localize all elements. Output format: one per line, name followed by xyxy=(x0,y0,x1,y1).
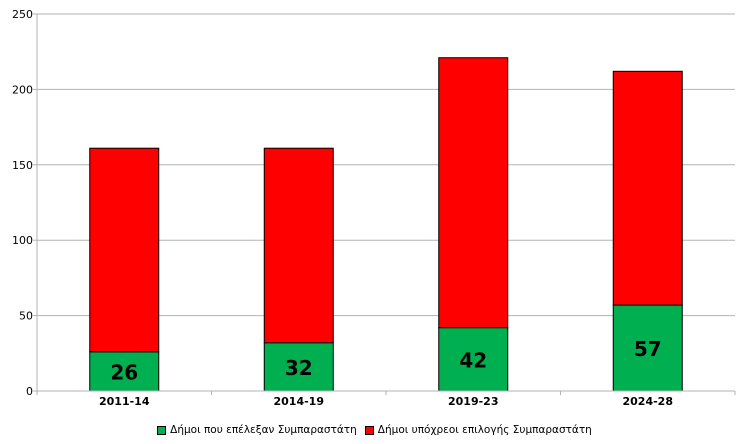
bars: 26 32 42 57 xyxy=(89,57,683,392)
y-axis: 0 50 100 150 200 250 xyxy=(12,8,38,398)
data-label: 32 xyxy=(285,356,313,380)
data-label: 57 xyxy=(634,337,662,361)
x-tick-label: 2011-14 xyxy=(99,395,150,408)
legend-item-obliged: Δήμοι υπόχρεοι επιλογής Συμπαραστάτη xyxy=(364,424,592,436)
legend-swatch-red xyxy=(364,425,374,435)
x-tick-label: 2014-19 xyxy=(274,395,325,408)
legend-label-selected: Δήμοι που επέλεξαν Συμπαραστάτη xyxy=(170,424,357,436)
bar-segment-selected xyxy=(89,351,160,392)
legend-label-obliged: Δήμοι υπόχρεοι επιλογής Συμπαραστάτη xyxy=(377,424,592,436)
y-tick-label: 0 xyxy=(26,385,33,398)
x-axis: 2011-14 2014-19 2019-23 2024-28 xyxy=(36,390,736,408)
y-tick-label: 200 xyxy=(12,83,33,96)
bar-segment-obliged xyxy=(612,70,683,306)
data-label: 42 xyxy=(459,348,487,372)
y-tick-label: 250 xyxy=(12,8,33,21)
x-tick-label: 2024-28 xyxy=(623,395,674,408)
legend-swatch-green xyxy=(157,425,167,435)
data-label: 26 xyxy=(110,360,138,384)
y-tick-label: 150 xyxy=(12,159,33,172)
bar-segment-obliged xyxy=(263,147,334,344)
y-tick-label: 50 xyxy=(19,310,33,323)
x-tick-label: 2019-23 xyxy=(448,395,499,408)
y-tick-label: 100 xyxy=(12,234,33,247)
bar-segment-obliged xyxy=(438,57,509,329)
legend-item-selected: Δήμοι που επέλεξαν Συμπαραστάτη xyxy=(157,424,357,436)
legend: Δήμοι που επέλεξαν Συμπαραστάτη Δήμοι υπ… xyxy=(0,424,749,436)
bar-segment-obliged xyxy=(89,147,160,353)
